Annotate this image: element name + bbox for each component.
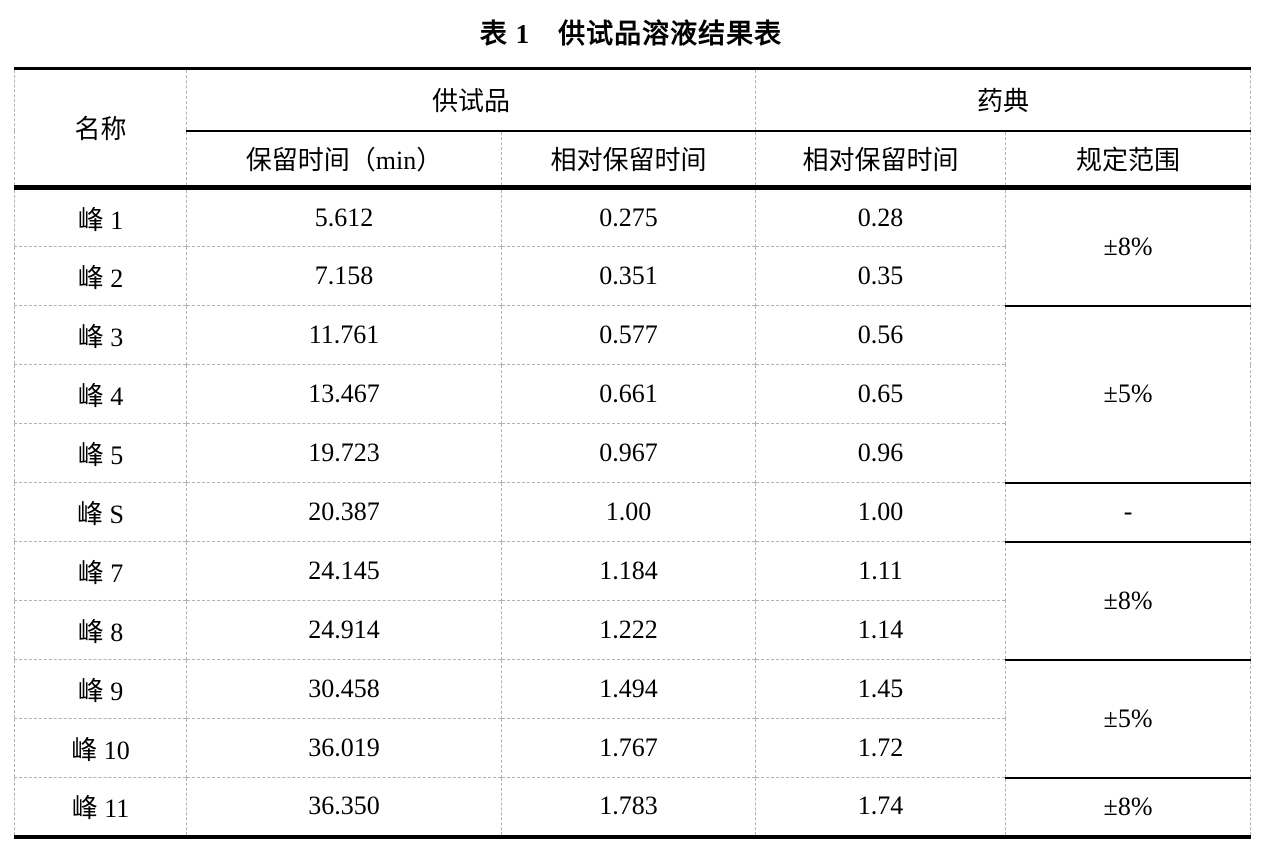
pharm-rrt-cell: 0.65 <box>755 364 1006 424</box>
header-pharm-relative-retention-time: 相对保留时间 <box>755 130 1006 190</box>
peak-name-cell: 峰 4 <box>14 364 187 424</box>
table-row: 峰 11 36.350 1.783 1.74 ±8% <box>14 777 1251 838</box>
peak-name-cell: 峰 2 <box>14 246 187 306</box>
pharm-rrt-cell: 0.28 <box>755 187 1006 247</box>
pharm-rrt-cell: 0.96 <box>755 423 1006 483</box>
table-row: 峰 1 5.612 0.275 0.28 ±8% <box>14 187 1251 307</box>
retention-time-cell: 24.145 <box>186 541 502 601</box>
peak-name-cell: 峰 11 <box>14 777 187 837</box>
relative-retention-time-cell: 0.351 <box>500 246 756 306</box>
retention-time-cell: 7.158 <box>186 246 502 306</box>
table-body: 峰 1 5.612 0.275 0.28 ±8% 峰 2 7.158 0.351… <box>14 187 1251 838</box>
peak-name-cell: 峰 8 <box>14 600 187 660</box>
peak-name-cell: 峰 9 <box>14 659 187 719</box>
table-row: 峰 3 11.761 0.577 0.56 ±5% <box>14 305 1251 484</box>
specified-range-cell: ±8% <box>1005 777 1251 838</box>
table-row: 峰 7 24.145 1.184 1.11 ±8% <box>14 541 1251 661</box>
retention-time-cell: 20.387 <box>186 482 502 542</box>
pharm-rrt-cell: 1.14 <box>755 600 1006 660</box>
pharm-rrt-cell: 1.74 <box>755 777 1006 837</box>
header-sub-row: 保留时间（min） 相对保留时间 相对保留时间 规定范围 <box>15 130 1251 190</box>
peak-name-cell: 峰 10 <box>14 718 187 778</box>
table-header: 名称 供试品 药典 保留时间（min） 相对保留时间 相对保留时间 规定范围 <box>14 68 1251 190</box>
header-specified-range: 规定范围 <box>1005 130 1251 190</box>
retention-time-cell: 11.761 <box>186 305 502 365</box>
header-group-sample: 供试品 <box>185 68 756 132</box>
retention-time-cell: 30.458 <box>186 659 502 719</box>
table-row: 峰 8 24.914 1.222 1.14 <box>14 600 1251 660</box>
relative-retention-time-cell: 1.184 <box>500 541 756 601</box>
table-row: 峰 5 19.723 0.967 0.96 <box>14 423 1251 483</box>
relative-retention-time-cell: 1.494 <box>500 659 756 719</box>
pharm-rrt-cell: 0.56 <box>755 305 1006 365</box>
specified-range-cell: - <box>1005 482 1251 543</box>
retention-time-cell: 36.019 <box>186 718 502 778</box>
retention-time-cell: 13.467 <box>186 364 502 424</box>
specified-range-cell: ±5% <box>1005 305 1251 484</box>
relative-retention-time-cell: 0.967 <box>500 423 756 483</box>
relative-retention-time-cell: 1.00 <box>500 482 756 542</box>
header-group-row: 名称 供试品 药典 <box>14 68 1251 190</box>
header-retention-time: 保留时间（min） <box>186 130 502 190</box>
header-relative-retention-time: 相对保留时间 <box>500 130 756 190</box>
specified-range-cell: ±5% <box>1005 659 1251 779</box>
specified-range-cell: ±8% <box>1005 541 1251 661</box>
relative-retention-time-cell: 1.783 <box>500 777 756 837</box>
table-row: 峰 4 13.467 0.661 0.65 <box>14 364 1251 424</box>
relative-retention-time-cell: 0.661 <box>500 364 756 424</box>
pharm-rrt-cell: 1.45 <box>755 659 1006 719</box>
peak-name-cell: 峰 7 <box>14 541 187 601</box>
pharm-rrt-cell: 1.72 <box>755 718 1006 778</box>
table-row: 峰 2 7.158 0.351 0.35 <box>14 246 1251 306</box>
table-title: 表 1 供试品溶液结果表 <box>479 19 783 49</box>
table-row: 峰 9 30.458 1.494 1.45 ±5% <box>14 659 1251 779</box>
relative-retention-time-cell: 1.767 <box>500 718 756 778</box>
relative-retention-time-cell: 0.275 <box>500 187 756 247</box>
header-name: 名称 <box>14 68 187 190</box>
peak-name-cell: 峰 S <box>14 482 187 542</box>
specified-range-cell: ±8% <box>1005 187 1251 307</box>
peak-name-cell: 峰 5 <box>14 423 187 483</box>
retention-time-cell: 24.914 <box>186 600 502 660</box>
table-row: 峰 10 36.019 1.767 1.72 <box>14 718 1251 778</box>
peak-name-cell: 峰 3 <box>14 305 187 365</box>
pharm-rrt-cell: 1.00 <box>755 482 1006 542</box>
retention-time-cell: 36.350 <box>186 777 502 837</box>
peak-name-cell: 峰 1 <box>14 187 187 247</box>
relative-retention-time-cell: 1.222 <box>500 600 756 660</box>
header-group-pharmacopoeia: 药典 <box>755 68 1251 132</box>
pharm-rrt-cell: 0.35 <box>755 246 1006 306</box>
pharm-rrt-cell: 1.11 <box>755 541 1006 601</box>
relative-retention-time-cell: 0.577 <box>500 305 756 365</box>
sample-solution-results-table: 名称 供试品 药典 保留时间（min） 相对保留时间 相对保留时间 规定范围 峰… <box>14 67 1252 839</box>
retention-time-cell: 19.723 <box>186 423 502 483</box>
table-row: 峰 S 20.387 1.00 1.00 - <box>14 482 1251 543</box>
retention-time-cell: 5.612 <box>186 187 502 247</box>
